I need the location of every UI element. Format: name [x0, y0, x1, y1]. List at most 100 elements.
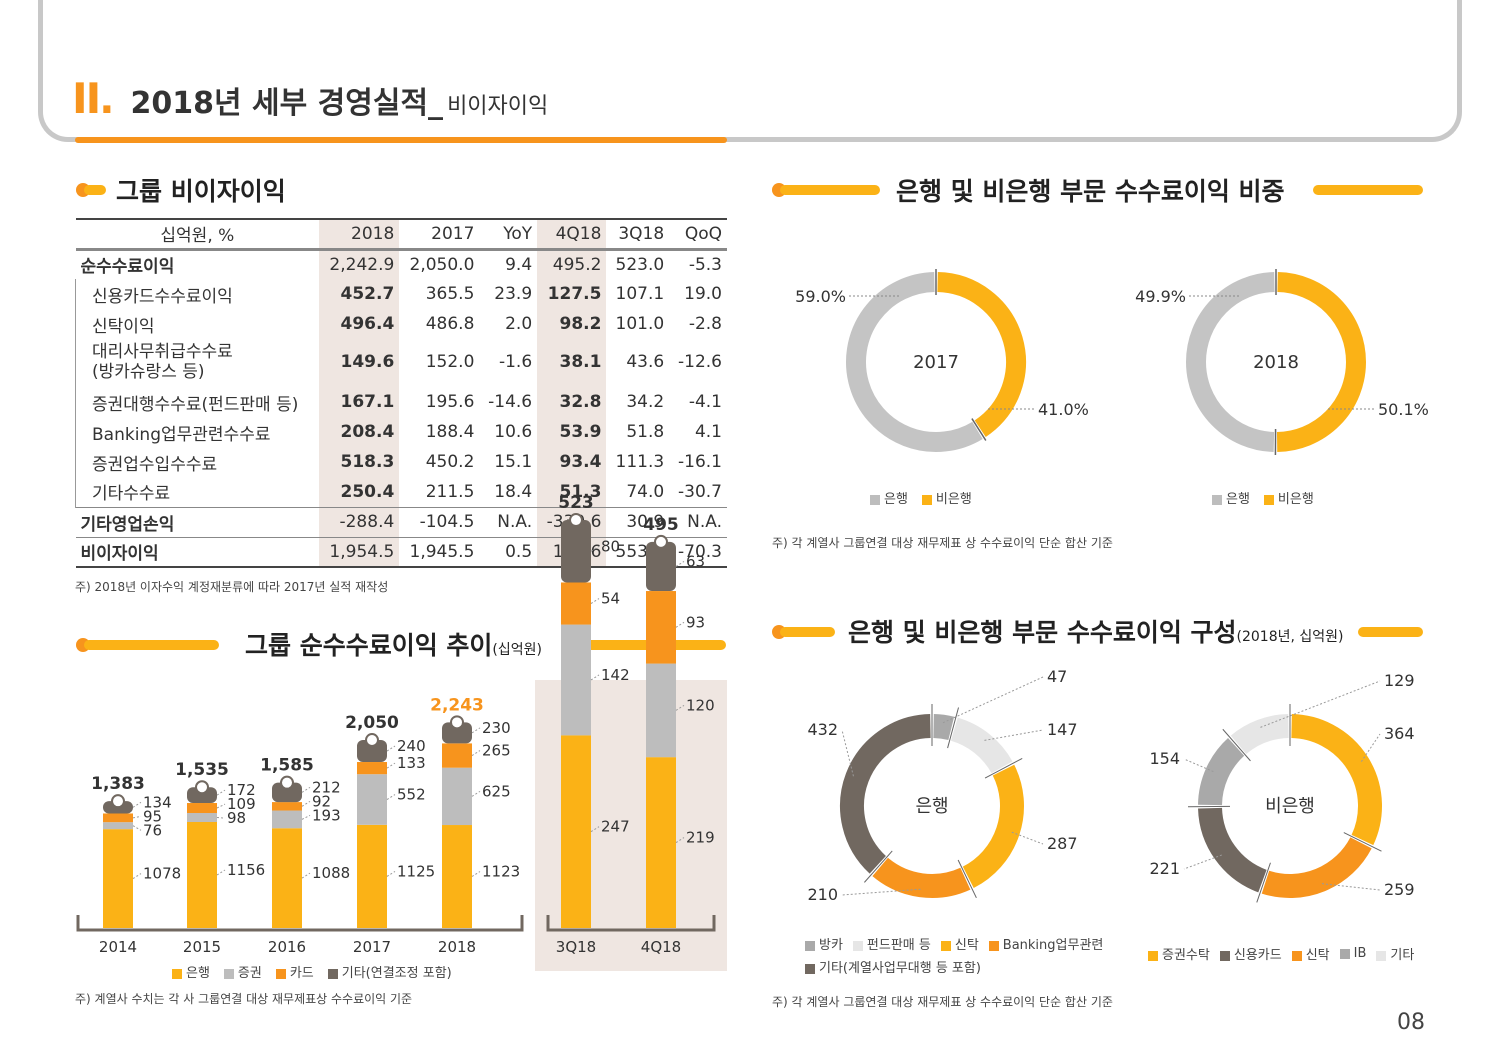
page-header: II. 2018년 세부 경영실적_ 비이자이익 — [72, 74, 549, 123]
segment-value-label: 54 — [601, 590, 620, 608]
table-cell: -1.6 — [498, 352, 533, 373]
table-cell: 98.2 — [537, 309, 607, 339]
page-number: 08 — [1397, 1010, 1425, 1035]
section-deco-bar — [1313, 185, 1423, 195]
bar-segment-은행 — [561, 735, 591, 928]
leader-line — [216, 869, 226, 876]
segment-value-label: 172 — [227, 781, 256, 799]
table-header: 2018 — [319, 218, 400, 251]
table-cell: 9.4 — [479, 248, 538, 279]
donut-slice-bank — [846, 272, 983, 452]
bar-segment-카드 — [646, 591, 676, 664]
bar-segment-증권 — [272, 810, 302, 829]
bar-segment-기타(연결조정 포함) — [357, 740, 387, 763]
table-cell: 111.3 — [615, 452, 665, 472]
leader-line — [675, 561, 685, 567]
segment-value-label: 265 — [482, 742, 511, 760]
table-cell: 30.9 — [606, 506, 670, 537]
donut-slice — [840, 714, 932, 874]
donut-divider — [1256, 862, 1271, 903]
table-cell: 518.3 — [319, 447, 400, 477]
leader-line — [132, 815, 142, 819]
bar-segment-증권 — [646, 663, 676, 758]
table-cell: 4.1 — [694, 422, 722, 442]
leader-line — [301, 872, 311, 879]
comp-nonbank-legend: 증권수탁 신용카드 신탁 IB 기타 — [1148, 944, 1414, 963]
section-title-share: 은행 및 비은행 부문 수수료이익 비중 — [896, 177, 1285, 206]
segment-value-label: 63 — [686, 552, 705, 570]
slice-value-label: 147 — [1047, 720, 1078, 739]
section-bullet-bar — [780, 627, 835, 637]
segment-value-label: 552 — [397, 786, 426, 804]
table-cell: 18.4 — [494, 481, 533, 502]
table-cell: 32.8 — [537, 387, 607, 417]
segment-value-label: 1125 — [397, 862, 435, 880]
leader-line — [471, 871, 481, 877]
trend-legend: 은행 증권 카드 기타(연결조정 포함) — [172, 962, 452, 981]
leader-line — [301, 814, 311, 820]
x-tick-label: 2018 — [438, 938, 476, 956]
bar-total-label: 1,383 — [91, 774, 145, 794]
section-title-group-nonint: 그룹 비이자이익 — [116, 177, 286, 206]
donut-divider — [864, 850, 893, 883]
donut-slice — [1198, 738, 1245, 806]
trend-note: 주) 계열사 수치는 각 사 그룹연결 대상 재무제표상 수수료이익 기준 — [75, 992, 413, 1006]
bar-total-label: 1,585 — [260, 756, 314, 776]
bar-segment-은행 — [357, 824, 387, 928]
donut-divider — [957, 859, 977, 899]
donut-divider — [971, 418, 987, 441]
bar-top-marker — [195, 780, 209, 795]
slice-value-label: 364 — [1384, 724, 1415, 743]
table-cell: 15.1 — [494, 452, 533, 472]
table-cell: -70.3 — [669, 536, 727, 568]
table-cell: 486.8 — [425, 314, 475, 334]
leader-line — [942, 676, 1044, 724]
section-roman-numeral: II — [72, 74, 101, 123]
bar-total-label: 2,243 — [430, 695, 484, 715]
slice-value-label: 154 — [1149, 749, 1180, 768]
legend-item: 기타(계열사업무대행 등 포함) — [805, 957, 981, 976]
table-row: 신탁이익 496.4 486.8 2.0 98.2 101.0 -2.8 — [75, 309, 728, 339]
slice-value-label: 210 — [807, 885, 838, 904]
segment-value-label: 219 — [686, 829, 715, 847]
quarter-bracket — [546, 915, 716, 932]
leader-line — [590, 674, 600, 681]
header-frame — [38, 0, 1462, 142]
table-cell: 188.4 — [425, 422, 475, 442]
bank-pct-label: 59.0% — [795, 287, 846, 306]
x-tick-label: 2016 — [268, 938, 306, 956]
segment-value-label: 95 — [143, 807, 162, 825]
leader-line — [301, 786, 311, 793]
table-row: 순수수료이익 2,242.9 2,050.0 9.4 495.2 523.0 -5.3 — [75, 248, 727, 279]
table-cell: 51.3 — [537, 477, 607, 507]
segment-value-label: 80 — [601, 537, 620, 555]
bar-top-marker — [569, 513, 583, 528]
segment-value-label: 212 — [312, 778, 341, 796]
header-accent-bar — [75, 137, 727, 143]
comp-bank-legend-2: 기타(계열사업무대행 등 포함) — [805, 957, 981, 976]
table-cell: 2.0 — [505, 314, 533, 334]
bar-total-label: 495 — [643, 515, 679, 535]
bar-segment-기타(연결조정 포함) — [561, 520, 591, 583]
legend-item: 신탁 — [940, 934, 979, 953]
leader-line — [841, 888, 921, 896]
donut-divider — [1222, 728, 1251, 762]
row-label: 증권업수입수수료 — [75, 447, 320, 477]
section-deco-bar — [1358, 627, 1423, 637]
donut-center-label: 비은행 — [1265, 796, 1315, 817]
annual-bracket — [76, 915, 524, 932]
bar-segment-카드 — [357, 762, 387, 775]
slice-value-label: 221 — [1149, 859, 1180, 878]
table-cell: 34.2 — [626, 392, 665, 412]
bar-total-label: 2,050 — [345, 713, 399, 733]
table-cell: 495.2 — [537, 248, 607, 279]
bar-total-label: 523 — [558, 493, 594, 513]
legend-item: Banking업무관련 — [988, 934, 1103, 953]
x-tick-label: 3Q18 — [556, 938, 596, 956]
segment-value-label: 92 — [312, 792, 331, 810]
leader-line — [132, 825, 142, 831]
bar-segment-증권 — [103, 822, 133, 830]
donut-slice — [962, 764, 1024, 889]
